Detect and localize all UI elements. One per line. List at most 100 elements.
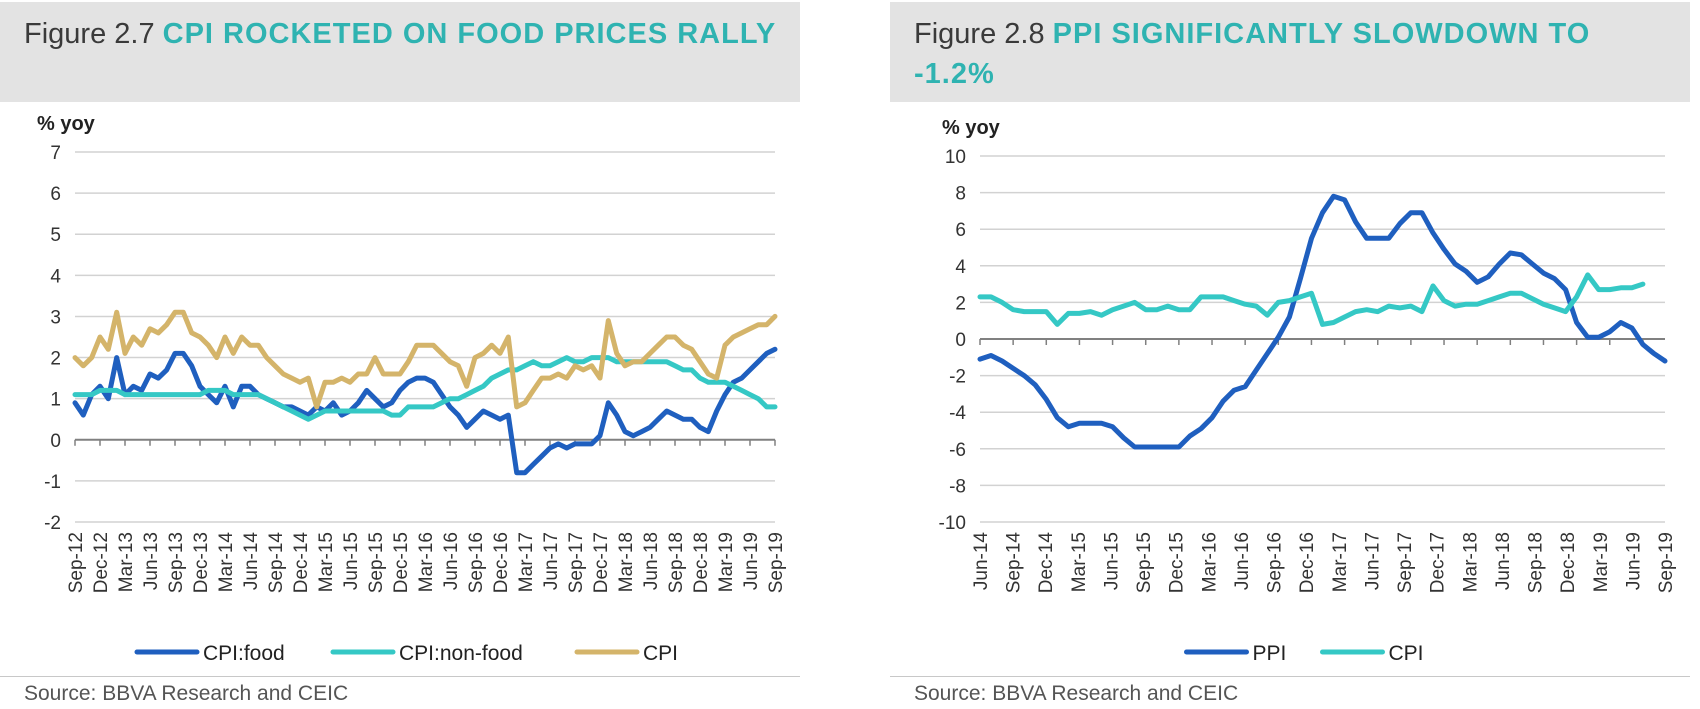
x-tick-label: Dec-16 [491, 532, 512, 593]
x-tick-label: Jun-17 [1362, 532, 1383, 590]
x-tick-label: Dec-13 [191, 532, 212, 593]
figure-2-7-source: Source: BBVA Research and CEIC [24, 682, 349, 705]
x-tick-label: Sep-15 [1134, 532, 1155, 593]
y-tick-label: -1 [44, 472, 61, 493]
x-tick-label: Sep-18 [1526, 532, 1547, 593]
x-tick-label: Dec-14 [291, 532, 312, 594]
x-tick-label: Sep-17 [566, 532, 587, 593]
x-tick-label: Jun-18 [641, 532, 662, 590]
x-tick-label: Jun-14 [971, 532, 992, 591]
x-tick-label: Jun-19 [1623, 532, 1644, 590]
figure-2-8-label: Figure 2.8 [914, 18, 1045, 50]
x-tick-label: Sep-16 [466, 532, 487, 593]
x-tick-label: Dec-16 [1297, 532, 1318, 593]
x-tick-label: Jun-18 [1493, 532, 1514, 590]
x-tick-label: Sep-13 [166, 532, 187, 593]
figure-2-7-headline: CPI ROCKETED ON FOOD PRICES RALLY [162, 18, 777, 50]
x-tick-label: Jun-15 [341, 532, 362, 590]
y-tick-label: 4 [50, 266, 61, 287]
y-axis-unit-label: % yoy [942, 117, 1001, 139]
legend: PPI CPI [1184, 642, 1424, 665]
x-tick-label: Sep-19 [1656, 532, 1677, 593]
y-tick-label: 4 [955, 257, 966, 278]
x-tick-label: Dec-17 [591, 532, 612, 593]
y-tick-label: 8 [955, 184, 966, 205]
y-tick-label: 1 [50, 390, 61, 411]
x-tick-label: Dec-14 [1036, 532, 1057, 594]
legend-label-cpi: CPI [643, 642, 678, 665]
figure-2-8-chart: % yoy -10 -8 -6 -4 -2 0 2 4 6 8 10 Jun-14 Sep-14 Dec-1… [939, 117, 1677, 665]
legend-label-ppi: PPI [1253, 642, 1287, 665]
x-tick-label: Dec-12 [91, 532, 112, 593]
figure-2-8-source-divider [890, 676, 1690, 677]
series-line-cpi-food [72, 346, 778, 476]
y-tick-label: 6 [50, 184, 61, 205]
figure-2-7-source-divider [0, 676, 800, 677]
x-tick-label: Jun-16 [441, 532, 462, 590]
y-tick-label: 10 [945, 147, 966, 168]
y-tick-label: 5 [50, 225, 61, 246]
x-tick-label: Mar-13 [116, 532, 137, 592]
x-tick-label: Dec-17 [1428, 532, 1449, 593]
x-tick-label: Sep-14 [1004, 532, 1025, 594]
x-tick-label: Dec-18 [1558, 532, 1579, 593]
x-tick-label: Dec-15 [391, 532, 412, 593]
series-line-ppi [977, 193, 1668, 450]
series-line-cpi [72, 309, 778, 410]
y-tick-label: 7 [50, 143, 61, 164]
x-tick-label: Jun-16 [1232, 532, 1253, 590]
x-tick-label: Mar-16 [416, 532, 437, 592]
figure-2-7-panel: Figure 2.7 CPI ROCKETED ON FOOD PRICES R… [0, 0, 800, 709]
x-tick-label: Dec-18 [691, 532, 712, 593]
y-tick-label: 2 [955, 293, 966, 314]
figure-2-8-source: Source: BBVA Research and CEIC [914, 682, 1239, 705]
x-tick-label: Jun-17 [541, 532, 562, 590]
x-tick-label: Mar-17 [1330, 532, 1351, 592]
x-tick-label: Mar-15 [1069, 532, 1090, 592]
x-tick-label: Sep-12 [66, 532, 87, 593]
x-tick-label: Sep-17 [1395, 532, 1416, 593]
figure-2-8-panel: Figure 2.8 PPI SIGNIFICANTLY SLOWDOWN TO… [890, 0, 1690, 709]
x-tick-label: Jun-15 [1101, 532, 1122, 590]
x-tick-label: Mar-19 [716, 532, 737, 592]
y-tick-label: 0 [955, 330, 966, 351]
x-tick-label: Sep-15 [366, 532, 387, 593]
x-tick-label: Sep-19 [766, 532, 787, 593]
y-tick-label: -6 [949, 440, 966, 461]
series-line-cpi [977, 272, 1646, 327]
x-tick-label: Mar-14 [216, 532, 237, 593]
y-tick-label: 6 [955, 220, 966, 241]
legend-label-cpi-food: CPI:food [203, 642, 285, 665]
figure-2-8-title-box: Figure 2.8 PPI SIGNIFICANTLY SLOWDOWN TO… [890, 2, 1690, 102]
y-tick-label: -10 [939, 513, 966, 534]
figure-2-8-headline: PPI SIGNIFICANTLY SLOWDOWN TO -1.2% [914, 18, 1591, 90]
figure-2-8-title: Figure 2.8 PPI SIGNIFICANTLY SLOWDOWN TO… [914, 14, 1674, 94]
x-tick-label: Jun-14 [241, 532, 262, 591]
y-tick-label: -2 [949, 367, 966, 388]
legend: CPI:food CPI:non-food CPI [134, 642, 678, 665]
y-tick-label: 3 [50, 307, 61, 328]
y-tick-label: 2 [50, 349, 61, 370]
x-tick-label: Dec-15 [1167, 532, 1188, 593]
legend-label-cpi: CPI [1389, 642, 1424, 665]
x-tick-label: Sep-14 [266, 532, 287, 594]
y-tick-label: -4 [949, 403, 966, 424]
y-tick-label: -8 [949, 476, 966, 497]
x-tick-label: Mar-19 [1591, 532, 1612, 592]
x-tick-label: Mar-16 [1199, 532, 1220, 592]
x-tick-label: Mar-15 [316, 532, 337, 592]
figure-2-7-label: Figure 2.7 [24, 18, 155, 50]
legend-label-cpi-non-food: CPI:non-food [399, 642, 523, 665]
figure-2-7-title: Figure 2.7 CPI ROCKETED ON FOOD PRICES R… [24, 14, 784, 54]
series-line-cpi-non-food [72, 355, 778, 422]
x-tick-label: Jun-13 [141, 532, 162, 590]
x-tick-label: Mar-17 [516, 532, 537, 592]
figure-2-7-title-box: Figure 2.7 CPI ROCKETED ON FOOD PRICES R… [0, 2, 800, 102]
x-tick-label: Mar-18 [1460, 532, 1481, 592]
x-tick-label: Sep-16 [1265, 532, 1286, 593]
x-tick-label: Mar-18 [616, 532, 637, 592]
x-tick-label: Jun-19 [741, 532, 762, 590]
y-tick-label: -2 [44, 513, 61, 534]
x-tick-label: Sep-18 [666, 532, 687, 593]
